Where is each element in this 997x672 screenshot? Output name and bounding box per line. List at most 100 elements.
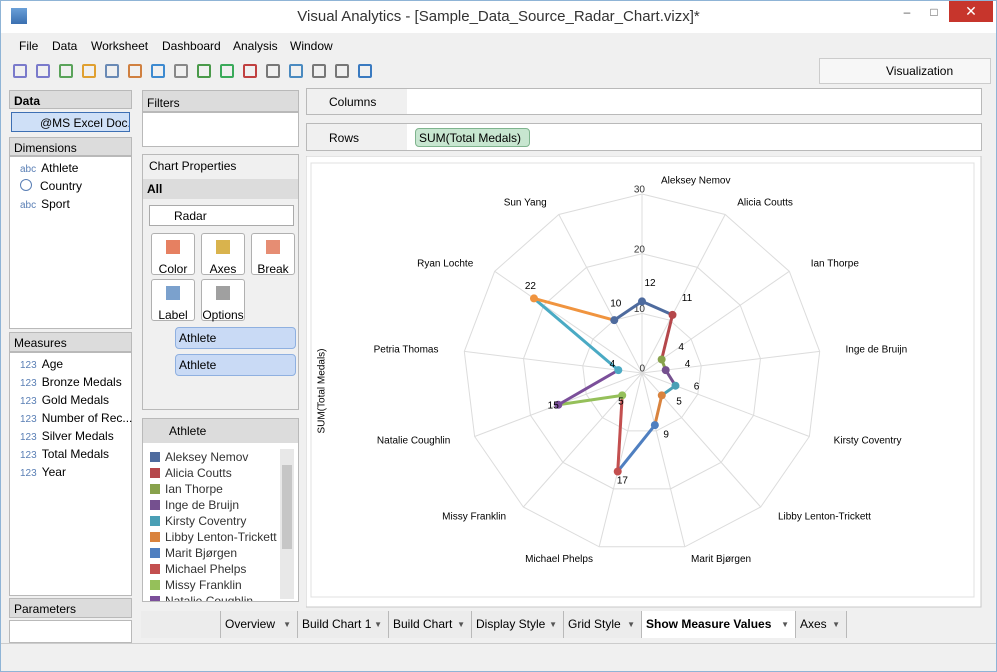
field-type-icon [20, 179, 32, 191]
tab-arrow: ▼ [374, 620, 382, 629]
sheet-tab[interactable]: Grid Style ▼ [564, 611, 642, 638]
close-button[interactable]: ✕ [949, 1, 993, 22]
property-button[interactable]: Axes [201, 233, 245, 276]
field-name: Silver Medals [41, 429, 114, 443]
property-button[interactable]: Options [201, 279, 245, 322]
toolbar-button[interactable] [289, 64, 303, 78]
radar-point[interactable] [650, 421, 659, 430]
sheet-tab[interactable]: Build Chart 1 ▼ [298, 611, 389, 638]
toolbar-button[interactable] [197, 64, 211, 78]
menu-item[interactable]: Window [290, 39, 333, 53]
menu-item[interactable]: Dashboard [162, 39, 221, 53]
field-item[interactable]: 123 Number of Rec... [20, 409, 132, 427]
legend-swatch [150, 580, 160, 590]
legend-item[interactable]: Michael Phelps [150, 561, 278, 577]
sheet-tab[interactable]: Show Measure Values ▼ [642, 611, 796, 638]
field-type: 123 [20, 378, 37, 389]
toolbar-button[interactable] [13, 64, 27, 78]
radar-point[interactable] [554, 400, 563, 409]
radar-point[interactable] [529, 294, 538, 303]
field-item[interactable]: 123 Year [20, 463, 131, 481]
sheet-tab[interactable]: Axes ▼ [796, 611, 847, 638]
toolbar-button[interactable] [335, 64, 349, 78]
menu-item[interactable]: Analysis [233, 39, 278, 53]
legend-item[interactable]: Ian Thorpe [150, 481, 278, 497]
legend-item[interactable]: Marit Bjørgen [150, 545, 278, 561]
toolbar-button[interactable] [105, 64, 119, 78]
color-field[interactable]: Athlete [175, 327, 296, 349]
category-label: Marit Bjørgen [691, 554, 751, 565]
visualization-tab[interactable]: Visualization [819, 58, 991, 84]
radar-point[interactable] [613, 467, 622, 476]
field-item[interactable]: abc Sport [20, 195, 131, 213]
toolbar-button[interactable] [174, 64, 188, 78]
toolbar-button[interactable] [220, 64, 234, 78]
grid-ring [463, 193, 821, 548]
legend-item[interactable]: Aleksey Nemov [150, 449, 278, 465]
legend-scrollbar[interactable] [280, 449, 294, 599]
tab-arrow: ▼ [283, 620, 291, 629]
toolbar-button[interactable] [128, 64, 142, 78]
filters-box[interactable] [142, 112, 299, 147]
data-source[interactable]: @MS Excel Doc... [11, 112, 130, 132]
toolbar-button[interactable] [358, 64, 372, 78]
menu-item[interactable]: Worksheet [91, 39, 149, 53]
sheet-tab[interactable]: Display Style ▼ [472, 611, 564, 638]
columns-drop[interactable] [407, 89, 981, 114]
field-item[interactable]: 123 Age [20, 355, 131, 373]
field-item[interactable]: abc Athlete [20, 159, 131, 177]
menu-item[interactable]: Data [52, 39, 78, 53]
field-item[interactable]: 123 Bronze Medals [20, 373, 131, 391]
legend-label: Ian Thorpe [165, 482, 223, 496]
radar-point[interactable] [668, 310, 677, 319]
minimize-button[interactable]: – [903, 5, 911, 19]
radar-point[interactable] [638, 297, 646, 306]
radar-segment [532, 297, 620, 372]
radar-point[interactable] [657, 391, 666, 400]
sheet-tab[interactable]: Overview ▼ [221, 611, 298, 638]
property-button[interactable]: Break [251, 233, 295, 276]
legend-swatch [150, 596, 160, 601]
toolbar-button[interactable] [243, 64, 257, 78]
legend-item[interactable]: Libby Lenton-Trickett [150, 529, 278, 545]
legend-item[interactable]: Inge de Bruijn [150, 497, 278, 513]
field-item[interactable]: 123 Silver Medals [20, 427, 131, 445]
field-item[interactable]: Country [20, 177, 131, 195]
legend-item[interactable]: Missy Franklin [150, 577, 278, 593]
sheet-tab[interactable]: Build Chart ▼ [389, 611, 472, 638]
property-button[interactable]: Label [151, 279, 195, 322]
toolbar-button[interactable] [36, 64, 50, 78]
status-bar [1, 643, 996, 671]
tab-icons[interactable] [141, 611, 221, 638]
rows-pill[interactable]: SUM(Total Medals) [415, 128, 530, 147]
radar-point[interactable] [661, 366, 670, 375]
legend-item[interactable]: Natalie Coughlin [150, 593, 278, 601]
value-label: 17 [617, 476, 629, 487]
legend-swatch [150, 452, 160, 462]
toolbar-button[interactable] [312, 64, 326, 78]
toolbar-button[interactable] [151, 64, 165, 78]
title-bar: Visual Analytics - [Sample_Data_Source_R… [1, 1, 996, 33]
radar-point[interactable] [671, 381, 680, 390]
field-item[interactable]: 123 Gold Medals [20, 391, 131, 409]
radar-point[interactable] [610, 316, 619, 325]
legend-item[interactable]: Alicia Coutts [150, 465, 278, 481]
field-item[interactable]: 123 Total Medals [20, 445, 131, 463]
label-field[interactable]: Athlete [175, 354, 296, 376]
legend-item[interactable]: Kirsty Coventry [150, 513, 278, 529]
parameters-box[interactable] [9, 620, 132, 643]
toolbar-button[interactable] [266, 64, 280, 78]
parameters-header: Parameters [9, 598, 132, 618]
chart-properties: Chart Properties All Radar Athlete Athle… [142, 154, 299, 410]
maximize-button[interactable]: □ [930, 5, 938, 19]
columns-label: Columns [329, 95, 377, 109]
menu-item[interactable]: File [19, 39, 39, 53]
radar-point[interactable] [657, 355, 666, 364]
radar-point[interactable] [618, 391, 627, 400]
chart-type-dropdown[interactable]: Radar [149, 205, 294, 226]
toolbar-button[interactable] [59, 64, 73, 78]
radar-point[interactable] [614, 366, 623, 375]
property-button[interactable]: Color [151, 233, 195, 276]
toolbar-button[interactable] [82, 64, 96, 78]
visualization-label: Visualization [886, 64, 954, 78]
